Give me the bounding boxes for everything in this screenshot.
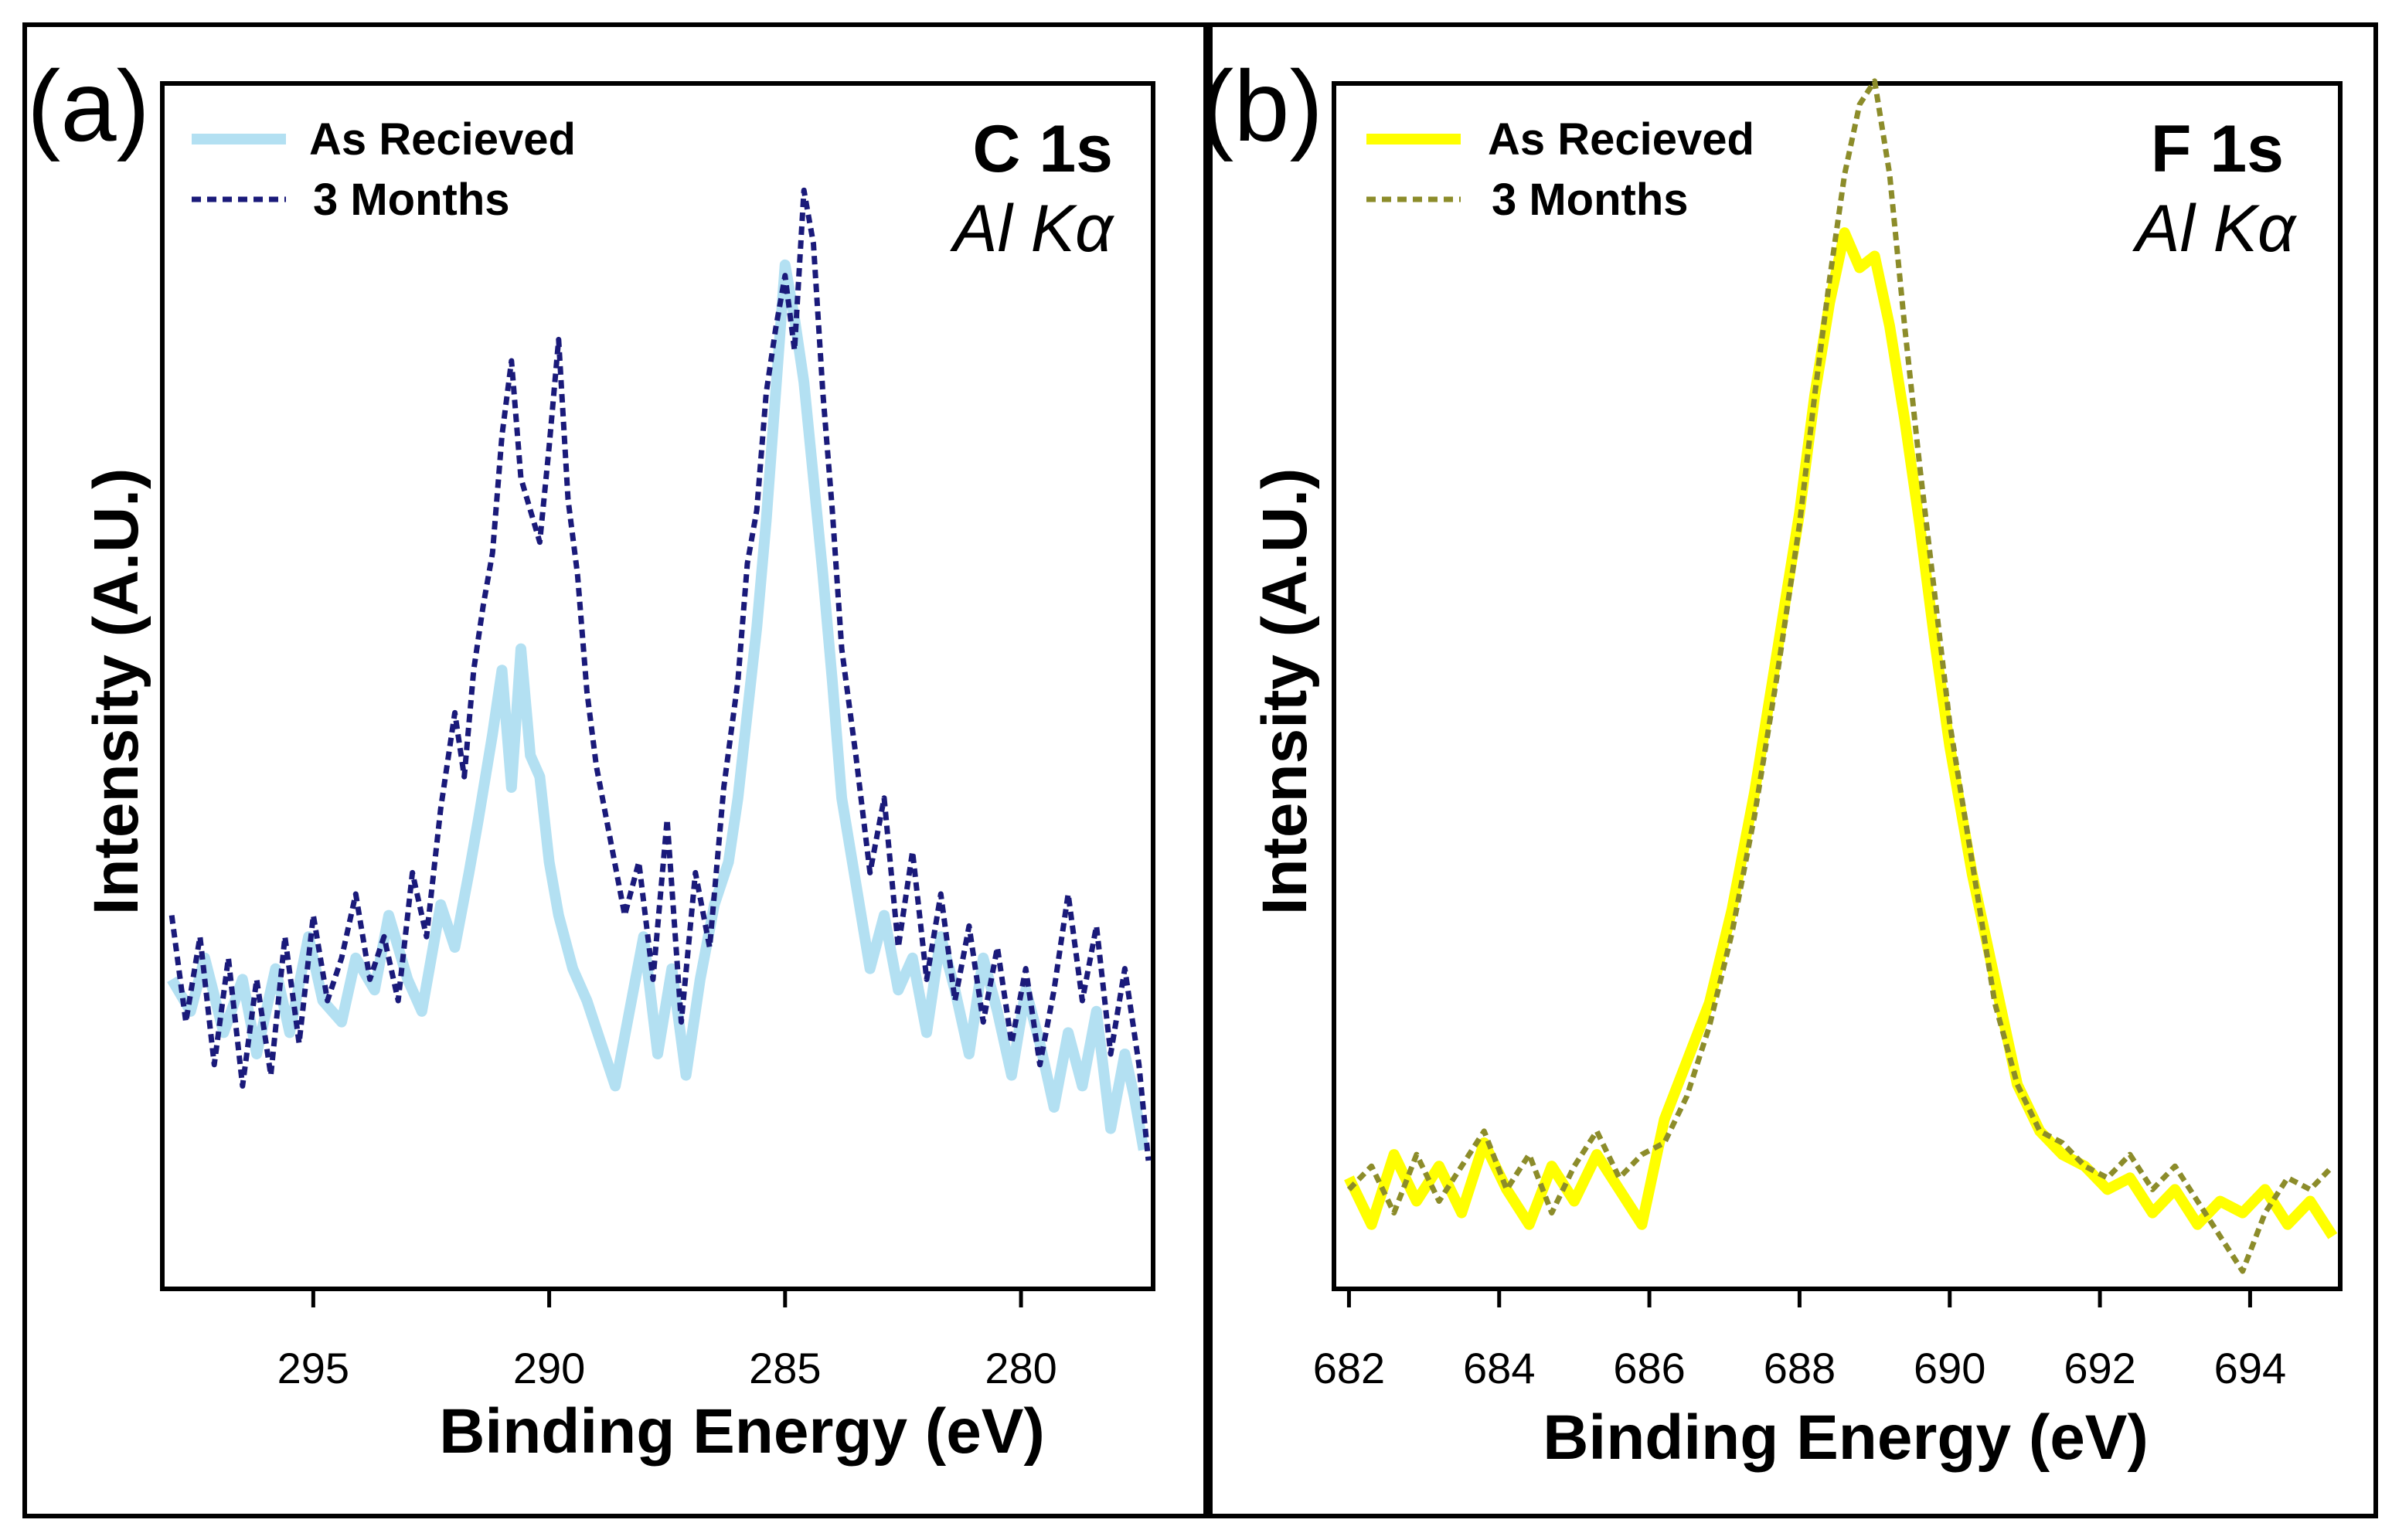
panel-b-x-tick-label: 682 — [1313, 1344, 1385, 1392]
panel-b-x-axis-label: Binding Energy (eV) — [1543, 1402, 2149, 1473]
panel-a-x-tick-label: 280 — [985, 1344, 1056, 1392]
panel-b-x-ticks: 682 684 686 688 690 692 694 — [1313, 1289, 2286, 1392]
panel-a-series-as-recieved-line — [167, 259, 1149, 1151]
panel-b-x-tick-label: 686 — [1613, 1344, 1685, 1392]
panel-a-chart: 295 290 285 280 (a) As Recieved 3 Months C … — [27, 49, 1155, 1467]
panel-a-source-label: Al Kα — [949, 192, 1115, 266]
panel-b-source-label: Al Kα — [2132, 192, 2298, 266]
panel-b-chart: 682 684 686 688 690 692 694 (b) As Recieved 3 … — [1200, 49, 2343, 1473]
panel-a-element-label: C 1s — [972, 112, 1113, 186]
panel-b-x-tick-label: 694 — [2214, 1344, 2286, 1392]
panel-b-x-tick-label: 684 — [1463, 1344, 1535, 1392]
panel-b-label: (b) — [1200, 49, 1323, 162]
panel-b-series-3-months-line — [1346, 78, 2335, 1274]
panel-a-y-axis-label: Intensity (A.U.) — [81, 468, 151, 916]
panel-a-series-3-months-line — [168, 187, 1152, 1161]
panel-b-y-axis-label: Intensity (A.U.) — [1250, 468, 1320, 916]
panel-a-x-ticks: 295 290 285 280 — [277, 1289, 1057, 1392]
panel-b-series-group — [1344, 78, 2338, 1274]
panel-b-x-tick-label: 690 — [1914, 1344, 1985, 1392]
panel-b-series-as-recieved-line — [1344, 227, 2338, 1239]
panel-b-x-tick-label: 688 — [1764, 1344, 1836, 1392]
panel-b-legend-3-months: 3 Months — [1492, 175, 1689, 225]
panel-a-series-group — [167, 187, 1152, 1161]
panel-a-legend-as-recieved: As Recieved — [309, 114, 576, 165]
panel-b-x-tick-label: 692 — [2064, 1344, 2135, 1392]
panel-a-x-tick-label: 295 — [277, 1344, 349, 1392]
panel-a-x-tick-label: 290 — [513, 1344, 585, 1392]
panel-a-x-axis-label: Binding Energy (eV) — [439, 1396, 1045, 1467]
panel-a-frame — [22, 22, 1208, 1518]
panel-b-plot-area — [1332, 81, 2343, 1291]
panel-a-plot-area — [160, 81, 1155, 1291]
panel-b-legend-as-recieved: As Recieved — [1488, 114, 1754, 165]
panel-a-x-tick-label: 285 — [749, 1344, 821, 1392]
panel-b-frame — [1208, 22, 2378, 1518]
panel-b-element-label: F 1s — [2151, 112, 2284, 186]
panel-a-legend-3-months: 3 Months — [313, 175, 510, 225]
panel-a-label: (a) — [27, 49, 150, 162]
